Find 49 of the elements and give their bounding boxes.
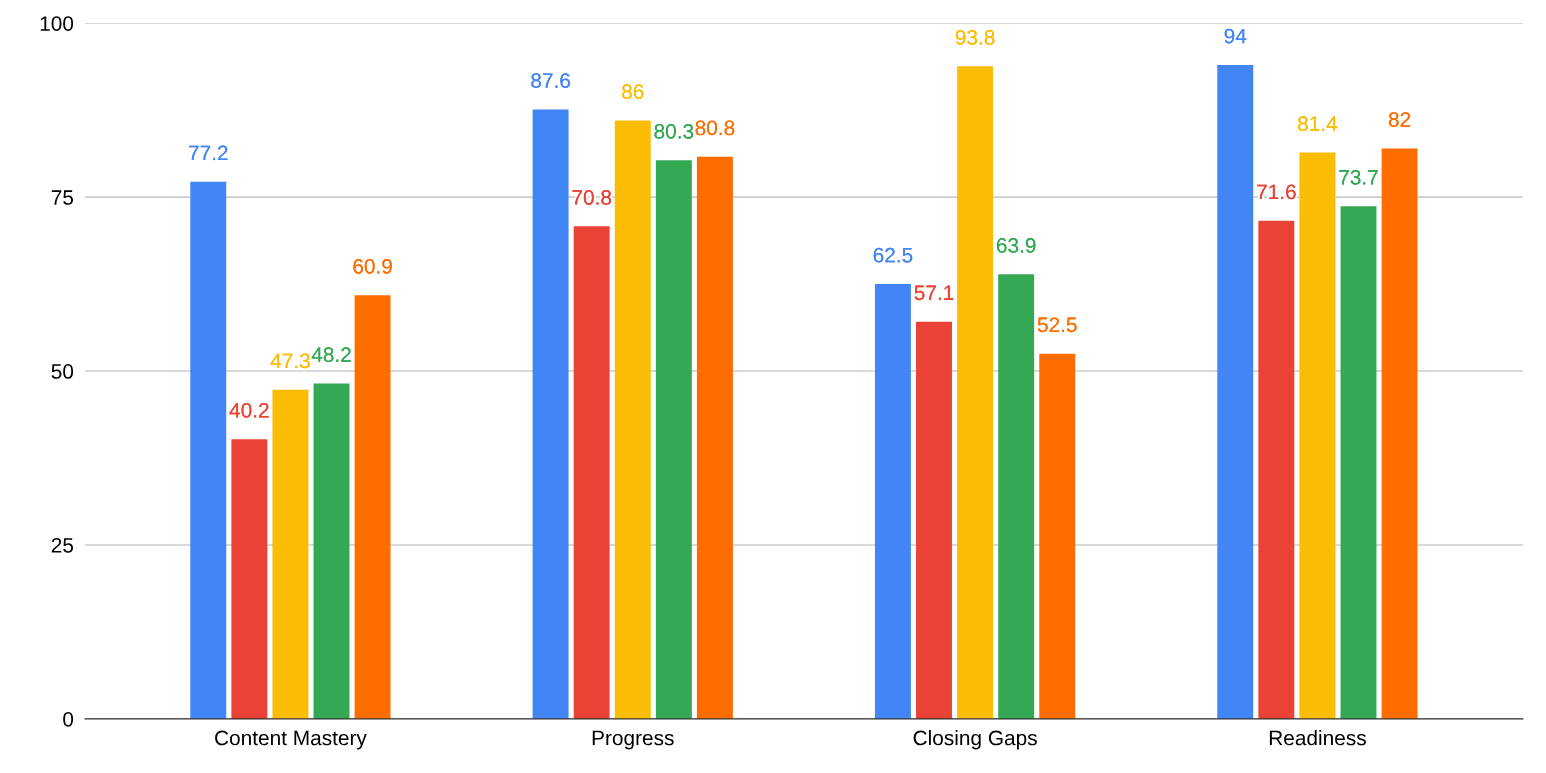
bar — [916, 321, 952, 719]
bar — [313, 383, 350, 719]
bar — [874, 284, 911, 719]
y-tick-label: 75 — [51, 190, 74, 205]
data-label: 82 — [1388, 112, 1411, 127]
x-tick-label: Readiness — [1269, 730, 1366, 746]
bar — [696, 156, 733, 719]
y-tick-label: 0 — [63, 711, 74, 727]
data-label: 63.9 — [996, 238, 1036, 253]
bar — [190, 181, 227, 719]
x-tick-label: Content Mastery — [215, 730, 367, 750]
bar — [614, 120, 651, 719]
data-label: 52.5 — [1037, 317, 1077, 333]
bar — [655, 160, 692, 719]
bar — [1299, 152, 1336, 719]
x-tick-label: Progress — [592, 730, 674, 750]
bar — [1381, 148, 1418, 719]
y-tick-label: 50 — [51, 364, 74, 379]
data-label: 60.9 — [353, 258, 392, 274]
data-label: 62.5 — [873, 247, 913, 263]
bar — [272, 389, 309, 719]
data-label: 80.8 — [695, 120, 735, 136]
y-tick-label: 25 — [51, 537, 74, 553]
bar — [998, 274, 1035, 719]
data-label: 80.3 — [654, 123, 694, 139]
bar — [573, 226, 610, 719]
bar — [532, 109, 569, 719]
data-label: 77.2 — [189, 145, 228, 161]
data-label: 93.8 — [955, 30, 995, 45]
data-label: 71.6 — [1257, 184, 1296, 200]
y-tick-label: 100 — [40, 16, 74, 31]
x-tick-label: Closing Gaps — [913, 730, 1037, 750]
bar — [231, 439, 268, 719]
data-label: 47.3 — [270, 353, 310, 369]
bar — [1217, 64, 1254, 719]
data-label: 73.7 — [1339, 169, 1378, 185]
bar — [1039, 353, 1076, 719]
data-label: 48.2 — [311, 347, 351, 363]
bar — [354, 295, 391, 719]
bar — [957, 66, 994, 719]
data-label: 94 — [1224, 28, 1247, 44]
data-label: 87.6 — [531, 73, 570, 88]
data-label: 81.4 — [1298, 116, 1338, 132]
bar — [1258, 220, 1295, 719]
data-label: 86 — [622, 84, 644, 100]
bar — [1340, 206, 1377, 719]
data-label: 70.8 — [572, 190, 612, 205]
data-label: 57.1 — [914, 285, 954, 301]
data-label: 40.2 — [229, 402, 269, 418]
